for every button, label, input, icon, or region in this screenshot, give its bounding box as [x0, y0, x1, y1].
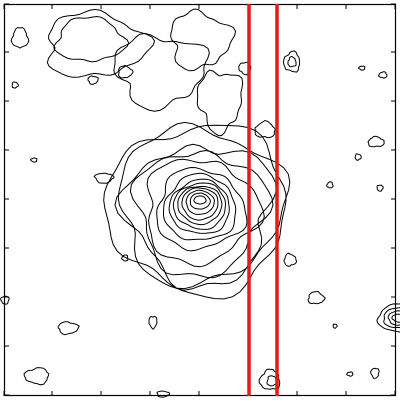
small-contour	[378, 71, 388, 79]
central-contour	[193, 195, 207, 205]
central-contour	[114, 143, 277, 291]
central-contour	[146, 158, 265, 268]
small-contour	[357, 65, 366, 71]
diffuse-contour	[113, 32, 210, 112]
frame-ticks	[3, 3, 396, 396]
central-contour	[156, 166, 248, 252]
diffuse-contour	[53, 15, 130, 63]
small-contour	[117, 64, 134, 79]
small-contour	[287, 55, 297, 68]
small-contour	[326, 181, 334, 189]
small-contour	[266, 375, 279, 387]
small-contour	[93, 172, 115, 184]
edge-source-contour	[387, 310, 400, 326]
small-contour	[30, 157, 38, 163]
small-contour	[346, 371, 354, 377]
small-contour	[156, 390, 171, 398]
small-contour	[258, 368, 281, 390]
small-contour	[332, 323, 338, 329]
plot-frame	[3, 3, 397, 397]
central-contour	[172, 182, 227, 230]
small-contour	[282, 50, 301, 73]
edge-source-contour	[376, 303, 400, 333]
contour-lines	[0, 8, 400, 398]
small-contour	[367, 135, 385, 148]
edge-source-contour	[391, 313, 400, 323]
small-contour	[87, 75, 99, 85]
central-outer-contour	[103, 124, 287, 300]
small-contour	[23, 367, 50, 386]
small-contour	[57, 321, 80, 336]
small-contour	[11, 81, 19, 89]
central-contour	[129, 149, 274, 279]
edge-source-contour	[383, 307, 400, 329]
small-contour	[0, 295, 10, 305]
central-contour	[168, 178, 230, 234]
central-contour	[177, 185, 223, 226]
central-contour	[181, 187, 219, 221]
small-contour	[354, 153, 362, 161]
small-contour	[254, 119, 276, 139]
central-outer-contour	[117, 121, 291, 290]
small-contour	[307, 290, 326, 305]
small-contour	[10, 26, 30, 49]
diffuse-contour	[46, 8, 156, 78]
small-contour	[370, 367, 380, 379]
small-contour	[376, 184, 384, 192]
small-contour	[283, 252, 298, 267]
small-contour	[148, 315, 158, 330]
central-contour	[189, 192, 211, 210]
central-contour	[163, 172, 237, 241]
central-contour	[185, 189, 215, 215]
small-contour	[121, 254, 129, 262]
diffuse-contour	[170, 8, 237, 72]
diffuse-contour	[196, 69, 244, 137]
